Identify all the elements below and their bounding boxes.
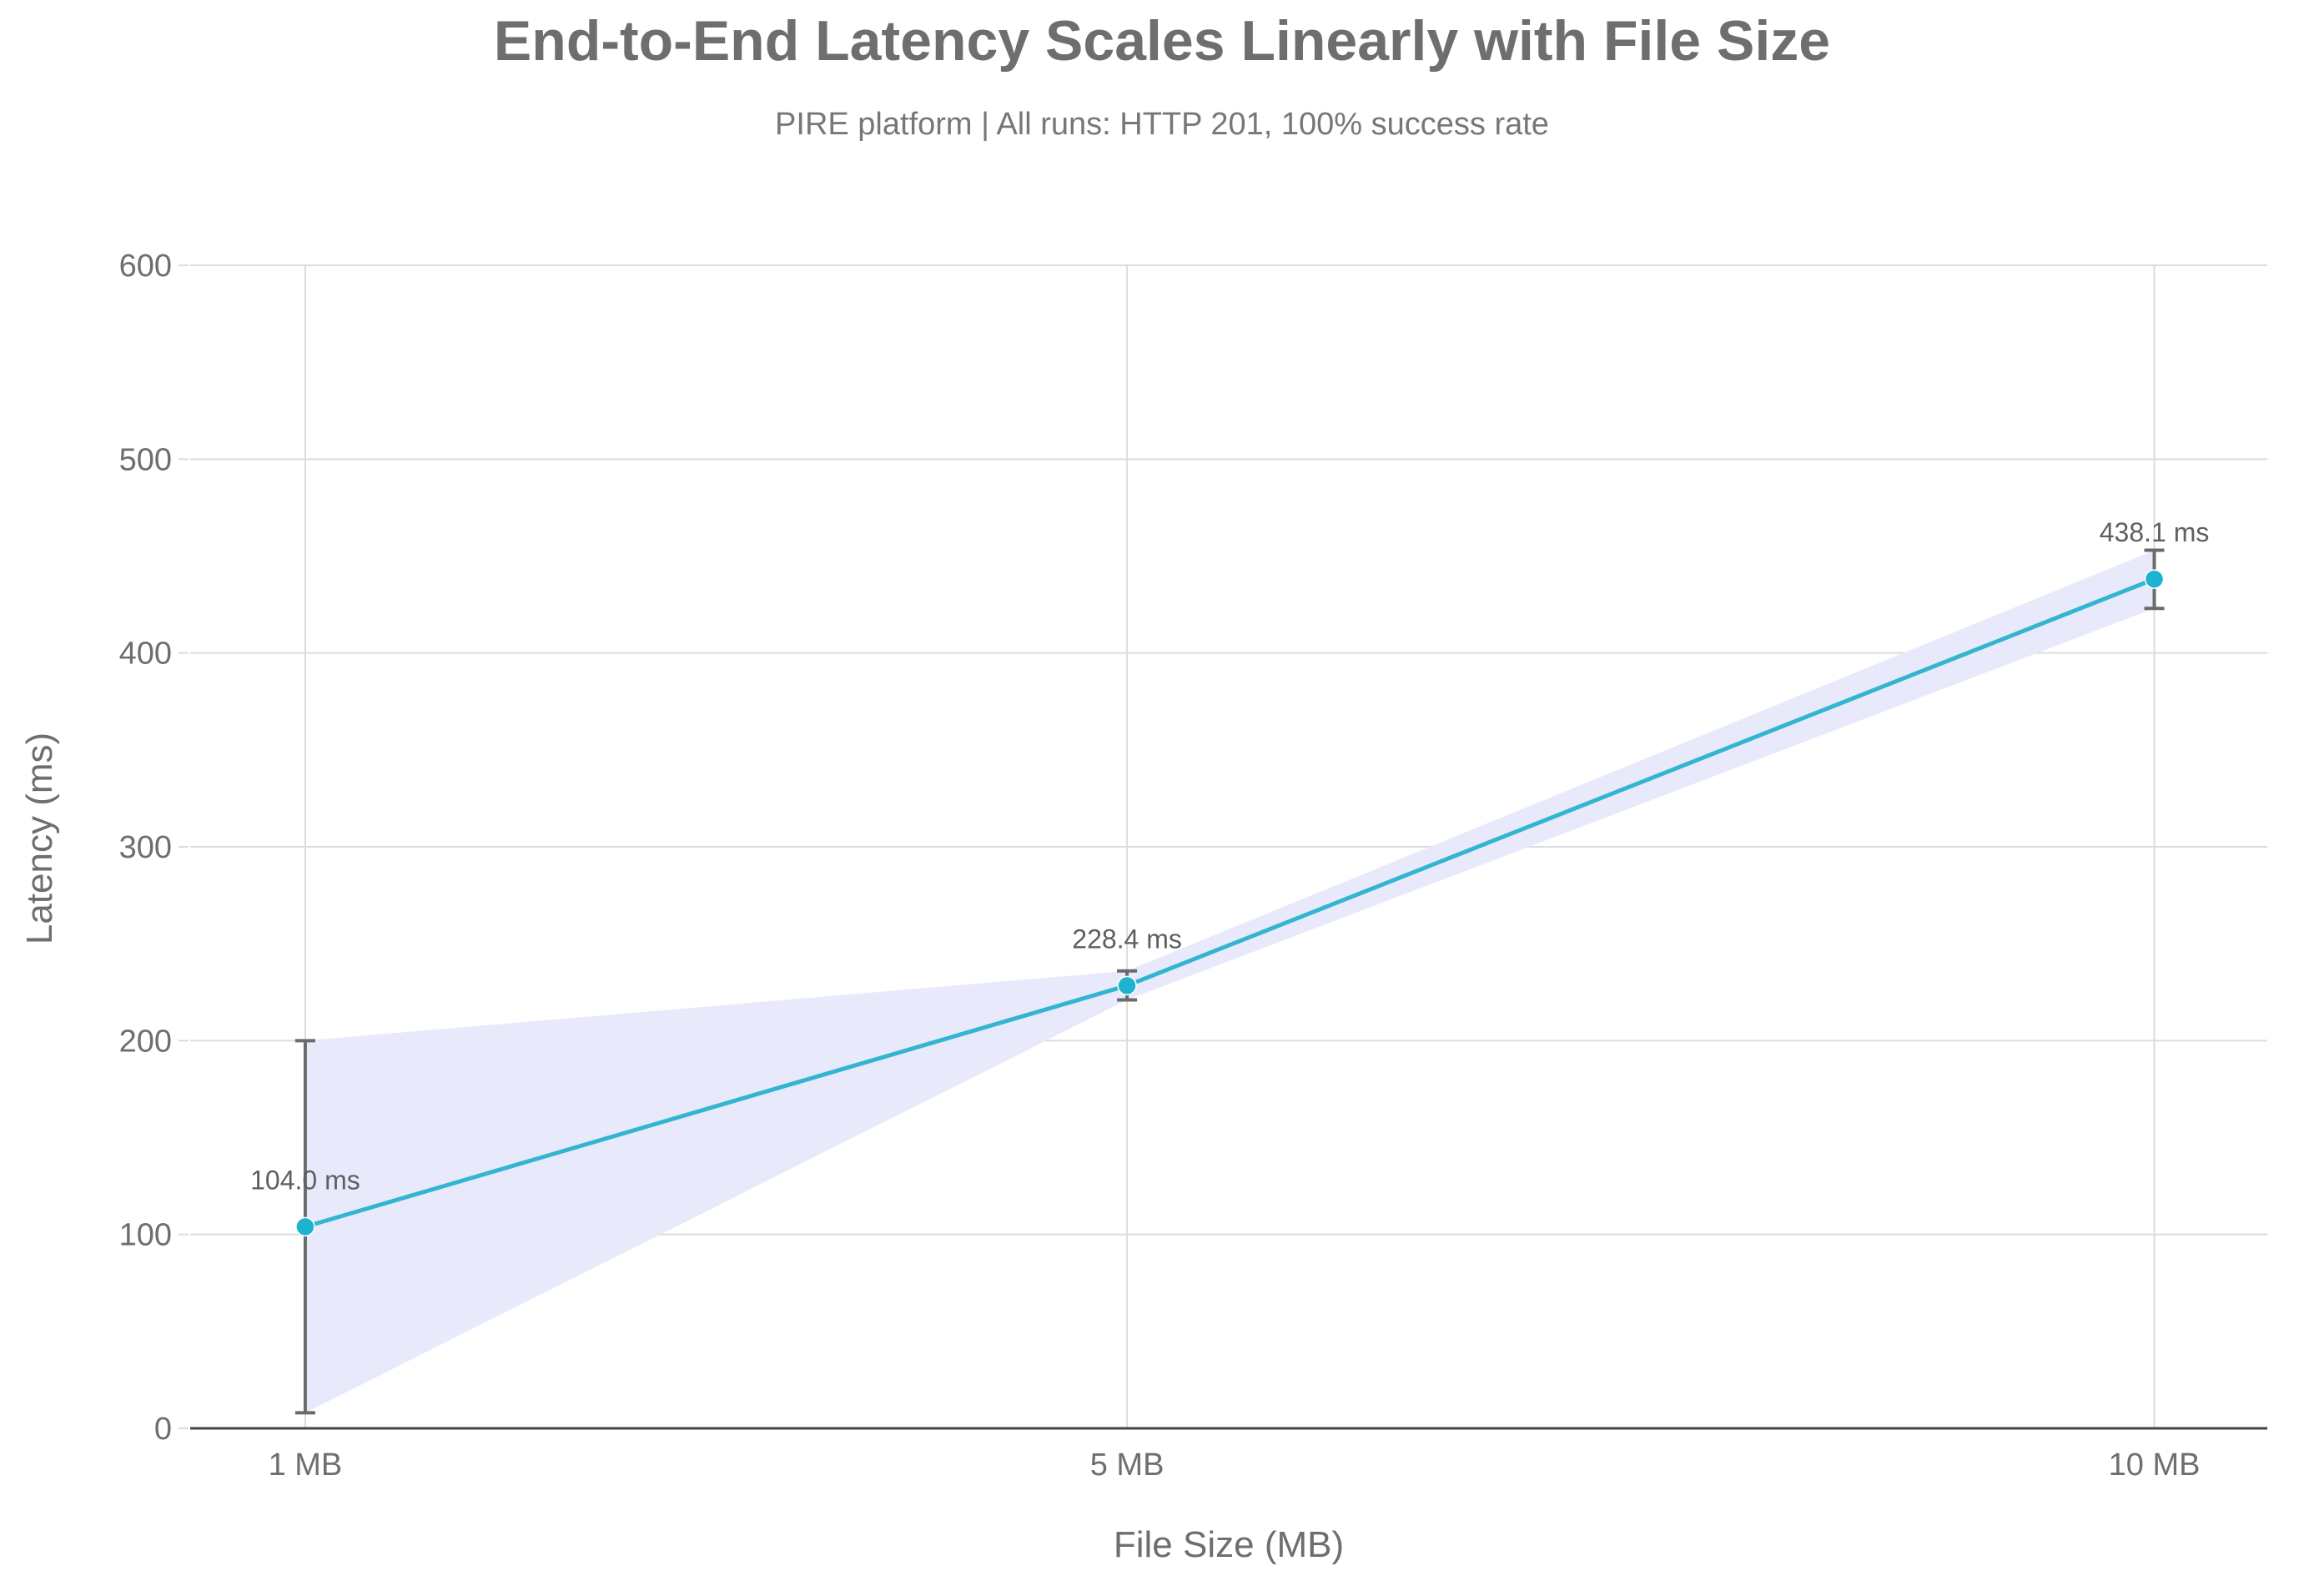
marker-layer <box>295 569 2165 1237</box>
y-tick-label: 400 <box>119 637 172 672</box>
confidence-band <box>304 550 2155 1413</box>
data-label: 104.0 ms <box>250 1165 360 1195</box>
chart-subtitle: PIRE platform | All runs: HTTP 201, 100%… <box>775 107 1549 142</box>
x-tick-label: 1 MB <box>269 1448 343 1483</box>
data-point <box>1117 975 1137 996</box>
data-label: 438.1 ms <box>2100 517 2210 547</box>
data-point <box>2144 569 2165 589</box>
data-point <box>295 1216 315 1237</box>
label-layer: 104.0 ms 228.4 ms 438.1 ms <box>250 517 2209 1195</box>
y-tick-label: 0 <box>154 1412 172 1447</box>
x-tick-label: 5 MB <box>1090 1448 1165 1483</box>
y-tick-label: 500 <box>119 442 172 477</box>
x-axis-title: File Size (MB) <box>1114 1524 1344 1565</box>
x-tick-label: 10 MB <box>2109 1448 2201 1483</box>
y-tick-label: 100 <box>119 1218 172 1253</box>
axis-layer: 0 100 200 300 400 500 600 1 MB 5 MB 10 MB File Siz… <box>19 249 2267 1565</box>
y-axis-title: Latency (ms) <box>19 733 60 944</box>
data-label: 228.4 ms <box>1072 924 1182 954</box>
y-tick-label: 300 <box>119 830 172 865</box>
chart-title: End-to-End Latency Scales Linearly with … <box>493 9 1831 73</box>
confidence-band-layer <box>304 550 2155 1413</box>
y-tick-label: 200 <box>119 1024 172 1059</box>
y-tick-label: 600 <box>119 249 172 284</box>
